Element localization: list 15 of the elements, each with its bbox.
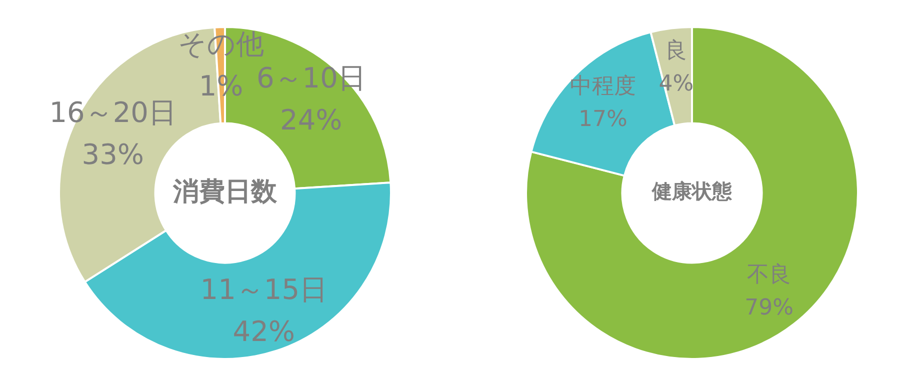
data-label: 79%	[744, 296, 794, 321]
slice-label: 16～20日	[49, 96, 176, 130]
slice-label: 中程度	[570, 74, 636, 100]
data-label: 42%	[232, 314, 296, 348]
text: 健康状態	[651, 179, 733, 204]
slice-label: その他	[178, 27, 264, 60]
text: 消費日数	[172, 176, 278, 207]
data-label: 17%	[578, 107, 628, 132]
data-label: 33%	[82, 138, 144, 172]
slice-label: 良	[665, 38, 688, 64]
slice-label: 6～10日	[256, 62, 366, 95]
data-label: 24%	[280, 104, 342, 137]
slice-label: 不良	[747, 262, 792, 288]
slice-label: 11～15日	[200, 272, 328, 306]
data-label: 1%	[198, 69, 244, 102]
